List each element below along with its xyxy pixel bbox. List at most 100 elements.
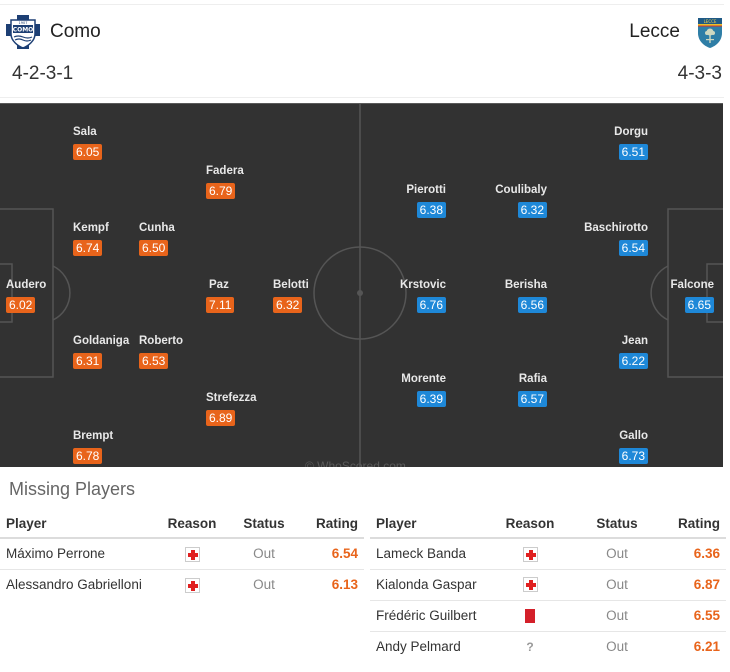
- como-crest-icon[interactable]: COMO 1907: [6, 15, 40, 49]
- away-team: Lecce LECCE 4-3-3: [629, 15, 724, 85]
- status: Out: [572, 569, 662, 601]
- home-player[interactable]: Brempt 6.78: [73, 430, 163, 464]
- away-player[interactable]: Morente 6.39: [356, 373, 446, 407]
- column-player[interactable]: Player: [370, 509, 488, 539]
- player-name: Strefezza: [206, 392, 257, 404]
- away-team-name[interactable]: Lecce: [629, 21, 680, 42]
- away-player[interactable]: Berisha 6.56: [457, 279, 547, 313]
- home-player[interactable]: Roberto 6.53: [139, 335, 229, 369]
- rating: 6.36: [662, 538, 726, 570]
- player-name: Berisha: [504, 279, 547, 291]
- table-row: Máximo Perrone Out 6.54: [0, 538, 364, 570]
- player-rating-badge: 6.76: [416, 297, 446, 313]
- pitch-lines: [0, 104, 723, 467]
- player-name: Baschirotto: [584, 222, 648, 234]
- player-rating-badge: 6.57: [517, 391, 547, 407]
- away-player[interactable]: Falcone 6.65: [624, 279, 714, 313]
- injury-icon[interactable]: [184, 577, 200, 593]
- rating: 6.13: [331, 577, 358, 593]
- away-player[interactable]: Krstovic 6.76: [356, 279, 446, 313]
- player-rating-badge: 6.56: [517, 297, 547, 313]
- home-player[interactable]: Paz 7.11: [206, 279, 296, 313]
- lecce-crest-icon[interactable]: LECCE: [690, 15, 724, 49]
- svg-text:LECCE: LECCE: [704, 19, 717, 24]
- rating: 6.21: [693, 639, 720, 655]
- header-divider: [0, 97, 724, 98]
- player-name: Belotti: [273, 279, 309, 291]
- player-name[interactable]: Alessandro Gabrielloni: [6, 577, 142, 593]
- player-name[interactable]: Andy Pelmard: [376, 639, 461, 655]
- player-rating-badge: 6.89: [206, 410, 236, 426]
- status: Out: [572, 538, 662, 570]
- home-player[interactable]: Belotti 6.32: [273, 279, 363, 313]
- column-status[interactable]: Status: [572, 509, 662, 539]
- player-name[interactable]: Máximo Perrone: [0, 538, 160, 570]
- player-name: Coulibaly: [495, 184, 547, 196]
- status: Out: [606, 639, 628, 655]
- away-player[interactable]: Pierotti 6.38: [356, 184, 446, 218]
- away-player[interactable]: Gallo 6.73: [558, 430, 648, 464]
- injury-icon[interactable]: [522, 577, 538, 593]
- player-name: Sala: [73, 126, 97, 138]
- column-reason[interactable]: Reason: [160, 509, 224, 539]
- injury-icon[interactable]: [184, 546, 200, 562]
- injury-icon[interactable]: [522, 546, 538, 562]
- player-name: Jean: [621, 335, 648, 347]
- player-name: Pierotti: [406, 184, 446, 196]
- svg-text:COMO: COMO: [13, 27, 34, 34]
- away-player[interactable]: Baschirotto 6.54: [558, 222, 648, 256]
- column-rating[interactable]: Rating: [304, 509, 364, 539]
- player-name: Gallo: [619, 430, 648, 442]
- player-rating-badge: 6.79: [206, 183, 236, 199]
- table-header-row: Player Reason Status Rating: [370, 509, 726, 539]
- home-player[interactable]: Kempf 6.74: [73, 222, 163, 256]
- column-reason[interactable]: Reason: [488, 509, 572, 539]
- player-name: Audero: [6, 279, 47, 291]
- home-player[interactable]: Audero 6.02: [6, 279, 96, 313]
- home-missing-table: Player Reason Status Rating Máximo Perro…: [0, 509, 364, 600]
- home-team-name[interactable]: Como: [50, 21, 101, 42]
- player-rating-badge: 6.73: [618, 448, 648, 464]
- home-team: COMO 1907 Como 4-2-3-1: [6, 15, 101, 85]
- missing-players-title: Missing Players: [9, 479, 136, 499]
- away-player[interactable]: Coulibaly 6.32: [457, 184, 547, 218]
- away-formation: 4-3-3: [677, 63, 722, 84]
- player-name: Roberto: [139, 335, 184, 347]
- home-player[interactable]: Cunha 6.50: [139, 222, 229, 256]
- player-rating-badge: 6.74: [73, 240, 103, 256]
- player-name[interactable]: Lameck Banda: [370, 538, 488, 570]
- table-row: Kialonda Gaspar Out 6.87: [370, 569, 726, 601]
- column-player[interactable]: Player: [0, 509, 160, 539]
- column-status[interactable]: Status: [224, 509, 304, 539]
- away-player[interactable]: Dorgu 6.51: [558, 126, 648, 160]
- player-name[interactable]: Frédéric Guilbert: [370, 600, 488, 632]
- home-player[interactable]: Strefezza 6.89: [206, 392, 296, 426]
- player-rating-badge: 6.53: [139, 353, 169, 369]
- status: Out: [253, 577, 275, 593]
- player-rating-badge: 6.38: [416, 202, 446, 218]
- rating: 6.54: [304, 538, 364, 570]
- player-rating-badge: 6.39: [416, 391, 446, 407]
- home-player[interactable]: Goldaniga 6.31: [73, 335, 163, 369]
- top-divider: [0, 4, 724, 5]
- home-player[interactable]: Fadera 6.79: [206, 165, 296, 199]
- player-rating-badge: 6.02: [6, 297, 36, 313]
- player-rating-badge: 6.50: [139, 240, 169, 256]
- status: Out: [572, 600, 662, 632]
- player-name[interactable]: Kialonda Gaspar: [370, 569, 488, 601]
- table-row: Frédéric Guilbert Out 6.55: [370, 600, 726, 632]
- away-player[interactable]: Rafia 6.57: [457, 373, 547, 407]
- column-rating[interactable]: Rating: [662, 509, 726, 539]
- player-name: Morente: [401, 373, 446, 385]
- player-rating-badge: 6.05: [73, 144, 103, 160]
- table-row: Lameck Banda Out 6.36: [370, 538, 726, 570]
- doubtful-icon[interactable]: ?: [526, 640, 534, 655]
- rating: 6.87: [662, 569, 726, 601]
- player-rating-badge: 6.54: [618, 240, 648, 256]
- watermark: © WhoScored.com: [305, 459, 406, 467]
- player-rating-badge: 6.32: [517, 202, 547, 218]
- home-player[interactable]: Sala 6.05: [73, 126, 163, 160]
- home-formation: 4-2-3-1: [12, 63, 74, 84]
- away-player[interactable]: Jean 6.22: [558, 335, 648, 369]
- red-card-icon[interactable]: [525, 609, 535, 624]
